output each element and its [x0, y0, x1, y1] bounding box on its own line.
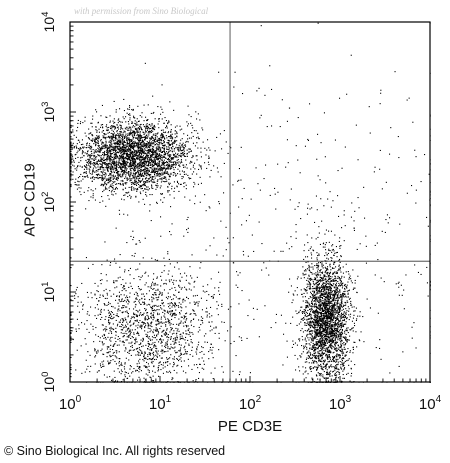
y-tick-label: 104: [40, 12, 57, 33]
x-tick-label: 102: [239, 394, 262, 413]
x-tick-label: 101: [149, 394, 172, 413]
y-tick-label: 103: [40, 102, 57, 123]
x-tick-label: 104: [419, 394, 442, 413]
event-dots: [70, 22, 431, 383]
y-tick-label: 100: [40, 372, 57, 393]
x-tick-label: 103: [329, 394, 352, 413]
y-tick-label: 101: [40, 282, 57, 303]
y-axis-label: APC CD19: [21, 163, 39, 237]
watermark-text: with permission from Sino Biological: [74, 6, 209, 16]
copyright-text: © Sino Biological Inc. All rights reserv…: [4, 444, 226, 458]
x-tick-label: 100: [59, 394, 82, 413]
y-tick-label: 102: [40, 192, 57, 213]
x-axis-label: PE CD3E: [217, 418, 283, 435]
plot-frame: [69, 21, 431, 383]
